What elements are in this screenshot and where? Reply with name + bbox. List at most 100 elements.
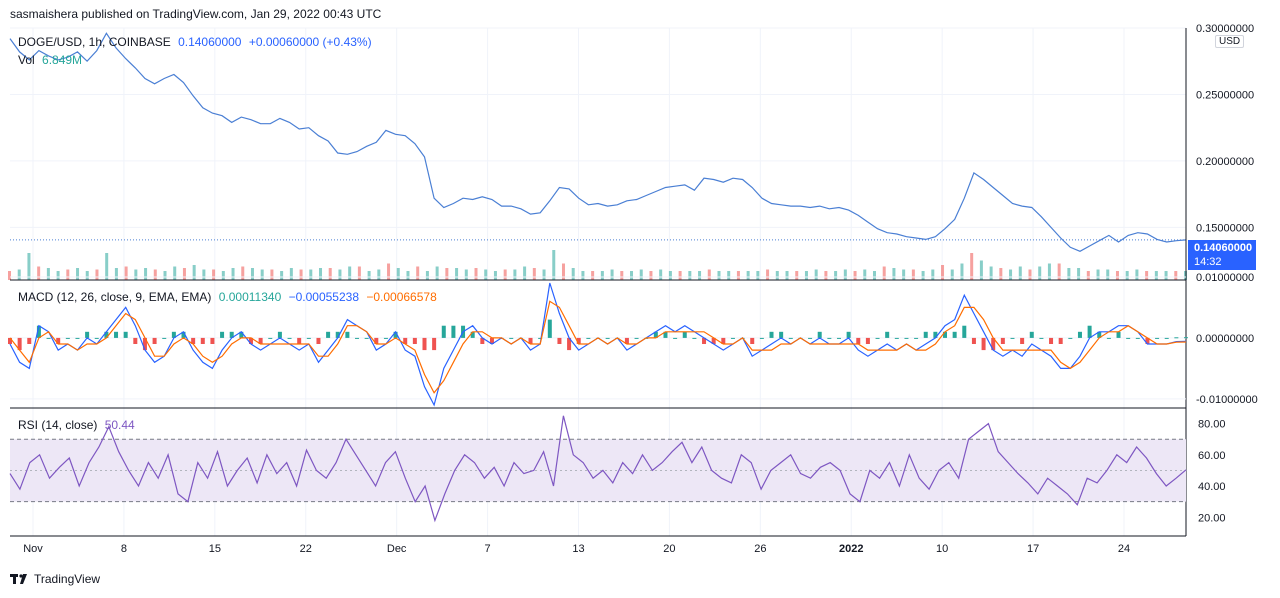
macd-histogram-bar <box>865 337 870 344</box>
symbol-label[interactable]: DOGE/USD, 1h, COINBASE <box>18 35 171 49</box>
volume-bar <box>532 268 536 280</box>
rsi-axis-label: 40.00 <box>1198 481 1226 493</box>
macd-histogram-bar <box>104 331 109 338</box>
macd-histogram-bar <box>943 331 948 338</box>
macd-histogram-bar <box>364 337 369 339</box>
volume-bar <box>571 268 575 280</box>
macd-histogram-bar <box>1029 331 1034 338</box>
volume-bar <box>1018 266 1022 280</box>
volume-bar <box>37 266 41 280</box>
macd-histogram-bar <box>904 337 909 339</box>
macd-histogram-bar <box>663 331 668 338</box>
macd-histogram-bar <box>624 337 629 344</box>
x-tick-label: 20 <box>663 543 675 555</box>
macd-histogram-bar <box>605 337 610 339</box>
x-tick-label: 26 <box>754 543 766 555</box>
macd-histogram-bar <box>451 325 456 338</box>
tradingview-logo[interactable]: TradingView <box>10 572 100 586</box>
price-change-value: +0.00060000 (+0.43%) <box>248 35 372 49</box>
publish-caption: sasmaishera published on TradingView.com… <box>10 7 382 21</box>
volume-bar <box>202 269 206 280</box>
macd-histogram-bar <box>277 331 282 338</box>
volume-bar <box>941 265 945 280</box>
volume-bar <box>591 271 595 280</box>
x-tick-label: 7 <box>485 543 491 555</box>
macd-histogram-bar <box>335 331 340 338</box>
macd-histogram-bar <box>27 337 32 344</box>
macd-histogram-bar <box>933 331 938 338</box>
volume-bar <box>746 271 750 280</box>
macd-label[interactable]: MACD (12, 26, close, 9, EMA, EMA) <box>18 290 212 304</box>
macd-histogram-bar <box>181 331 186 338</box>
volume-bar <box>620 271 624 280</box>
volume-bar <box>114 268 118 280</box>
volume-bar <box>649 271 653 280</box>
macd-histogram-bar <box>971 337 976 344</box>
chart-canvas[interactable]: Nov 8 15 22 Dec 7 13 20 26 2022 10 17 24 0.30000000 0.… <box>0 0 1280 560</box>
macd-histogram-bar <box>846 331 851 338</box>
macd-signal-value: −0.00066578 <box>366 290 437 304</box>
macd-histogram-bar <box>152 337 157 344</box>
macd-histogram-bar <box>191 337 196 344</box>
macd-axis-label: -0.01000000 <box>1196 394 1258 406</box>
macd-histogram-bar <box>306 337 311 339</box>
volume-bar <box>153 269 157 280</box>
x-tick-label: Dec <box>387 543 407 555</box>
macd-histogram-bar <box>682 331 687 338</box>
macd-histogram-bar <box>412 337 417 344</box>
volume-bar <box>552 250 556 280</box>
volume-bar <box>766 269 770 280</box>
last-price-tag: 0.14060000 14:32 <box>1188 240 1256 270</box>
price-axis-label: 0.25000000 <box>1196 89 1254 101</box>
macd-histogram-bar <box>1049 337 1054 344</box>
macd-histogram-bar <box>692 337 697 339</box>
x-tick-label: 13 <box>572 543 584 555</box>
volume-bar <box>503 269 507 280</box>
macd-histogram-bar <box>85 331 90 338</box>
macd-histogram-bar <box>547 319 552 338</box>
last-price-tag-value: 0.14060000 <box>1194 242 1253 254</box>
volume-bar <box>270 269 274 280</box>
volume-bar <box>56 271 60 280</box>
volume-bar <box>387 263 391 280</box>
volume-bar <box>902 269 906 280</box>
volume-bar <box>474 268 478 280</box>
macd-histogram-bar <box>1174 337 1179 339</box>
volume-bar <box>600 271 604 280</box>
currency-badge[interactable]: USD <box>1215 35 1245 48</box>
macd-histogram-bar <box>383 337 388 339</box>
volume-bar <box>1145 271 1149 280</box>
macd-histogram-bar <box>432 337 437 351</box>
macd-histogram-bar <box>229 331 234 338</box>
volume-bar <box>1125 271 1129 280</box>
macd-histogram-bar <box>162 337 167 339</box>
macd-histogram-bar <box>8 337 12 344</box>
volume-bar <box>66 269 70 280</box>
macd-histogram-bar <box>65 337 70 339</box>
tradingview-icon <box>10 574 30 584</box>
volume-bar <box>610 269 614 280</box>
last-price-value: 0.14060000 <box>178 35 242 49</box>
macd-histogram-bar <box>875 337 880 339</box>
volume-bar <box>804 271 808 280</box>
macd-histogram-bar <box>248 337 253 344</box>
volume-bar <box>979 260 983 280</box>
volume-bar <box>756 271 760 280</box>
macd-histogram-bar <box>817 331 822 338</box>
volume-bar <box>357 266 361 280</box>
macd-histogram-bar <box>297 337 302 344</box>
x-tick-label: 10 <box>936 543 948 555</box>
macd-histogram-bar <box>171 331 176 338</box>
macd-histogram-bar <box>374 337 379 344</box>
volume-bar <box>396 268 400 280</box>
macd-histogram-bar <box>711 337 716 344</box>
volume-bar <box>785 271 789 280</box>
volume-bar <box>843 269 847 280</box>
macd-histogram-bar <box>200 337 205 344</box>
rsi-label[interactable]: RSI (14, close) <box>18 418 98 432</box>
macd-histogram-bar <box>345 331 350 338</box>
macd-histogram-bar <box>952 331 957 338</box>
volume-bar <box>231 268 235 280</box>
volume-bar <box>435 266 439 280</box>
volume-bar <box>425 271 429 280</box>
